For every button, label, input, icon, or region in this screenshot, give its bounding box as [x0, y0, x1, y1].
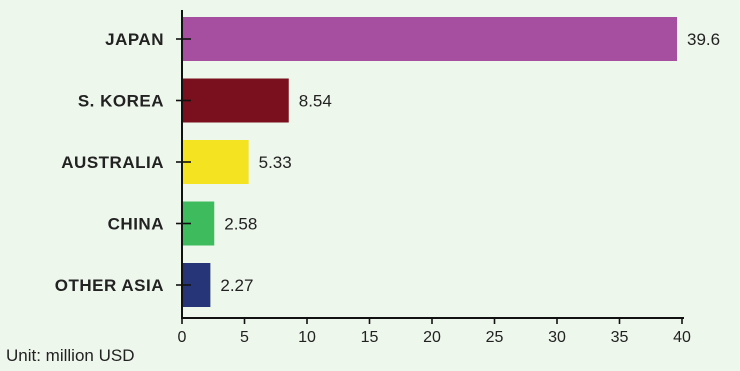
- x-tick-label: 10: [298, 329, 316, 346]
- x-tick-label: 5: [240, 329, 249, 346]
- bar-japan: [182, 17, 677, 61]
- value-label: 8.54: [299, 92, 332, 111]
- x-tick-label: 30: [548, 329, 566, 346]
- x-tick-label: 20: [423, 329, 441, 346]
- x-tick-label: 40: [673, 329, 691, 346]
- category-label: S. KOREA: [78, 92, 164, 111]
- x-tick-label: 25: [486, 329, 504, 346]
- category-label: JAPAN: [105, 30, 164, 49]
- value-label: 39.6: [687, 30, 720, 49]
- x-tick-label: 35: [611, 329, 629, 346]
- category-label: AUSTRALIA: [61, 153, 164, 172]
- value-label: 2.58: [224, 215, 257, 234]
- value-label: 5.33: [259, 153, 292, 172]
- x-tick-label: 15: [361, 329, 379, 346]
- category-label: CHINA: [108, 215, 164, 234]
- value-label: 2.27: [220, 276, 253, 295]
- unit-note: Unit: million USD: [6, 346, 135, 365]
- category-label: OTHER ASIA: [55, 276, 164, 295]
- bar-australia: [182, 140, 249, 184]
- bar-s-korea: [182, 78, 289, 123]
- x-tick-label: 0: [178, 329, 187, 346]
